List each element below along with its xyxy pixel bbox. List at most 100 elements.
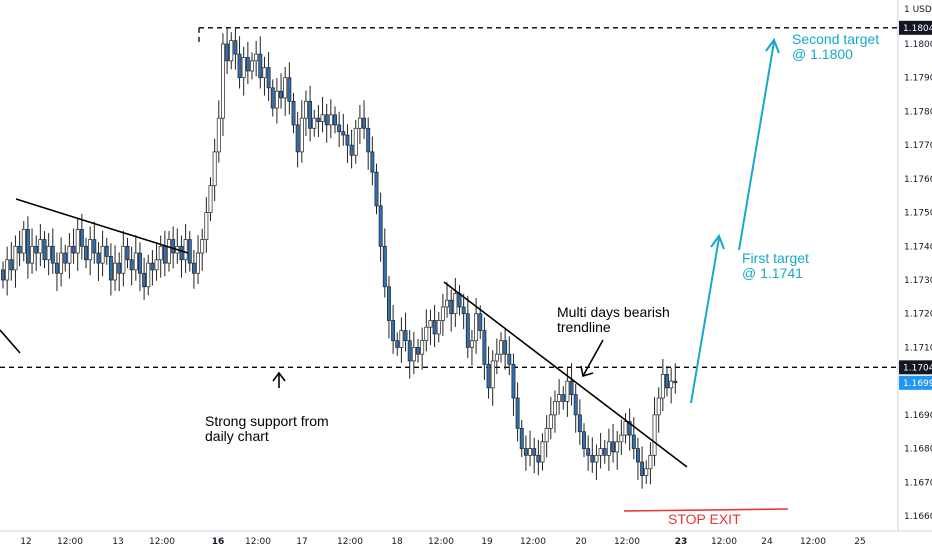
- x-tick-label: 13: [112, 537, 123, 547]
- candle-body: [21, 229, 26, 254]
- candle-body: [129, 259, 134, 271]
- x-tick-label: 12:00: [711, 537, 737, 547]
- candle-body: [171, 239, 176, 254]
- candle-body: [357, 117, 362, 129]
- candle-body: [333, 114, 337, 126]
- candle-body: [142, 272, 147, 288]
- candle-body: [17, 245, 22, 254]
- x-tick-label: 12:00: [57, 537, 83, 547]
- y-tick-label: 1.18000: [904, 40, 932, 50]
- candle-body: [353, 127, 358, 156]
- candle-body: [606, 441, 611, 456]
- candle-body: [387, 286, 391, 321]
- candle-body: [515, 397, 520, 429]
- candle-body: [440, 306, 445, 321]
- candle-body: [528, 448, 533, 456]
- first-target-value: @ 1.1741: [742, 265, 803, 281]
- candle-body: [283, 77, 288, 99]
- price-label-box: [899, 20, 932, 35]
- y-tick-label: 1.16700: [904, 478, 932, 488]
- y-tick-label: 1.16800: [904, 445, 932, 455]
- candle-body: [532, 448, 537, 456]
- candle-body: [544, 427, 549, 443]
- candle-body: [25, 229, 30, 264]
- candle-body: [179, 245, 184, 261]
- x-tick-label: 16: [212, 537, 225, 547]
- candle-body: [669, 380, 674, 389]
- candle-body: [366, 127, 371, 153]
- upper-left-trendline[interactable]: [15, 198, 189, 254]
- candle-body: [519, 427, 524, 449]
- candlestick-series: [1, 27, 678, 489]
- candle-body: [540, 441, 545, 463]
- price-label-box: [899, 360, 932, 375]
- candle-body: [362, 117, 367, 129]
- candle-body: [225, 43, 230, 62]
- candle-body: [13, 245, 18, 271]
- stop-exit-line[interactable]: [623, 508, 789, 512]
- x-tick-label: 12:00: [428, 537, 454, 547]
- y-tick-label: 1.17300: [904, 276, 932, 286]
- candle-body: [449, 299, 454, 315]
- candle-body: [478, 313, 483, 331]
- candle-body: [5, 259, 10, 281]
- candle-body: [158, 245, 163, 261]
- x-axis-ticks: 12 12:00 13 12:00 16 12:00 17 12:00 18 12:00 19 12:…: [20, 537, 865, 547]
- y-tick-label: 1.17900: [904, 74, 932, 84]
- candle-body: [370, 151, 375, 173]
- candle-body: [615, 441, 620, 453]
- candle-body: [536, 454, 541, 463]
- second-target-label: Second target: [792, 31, 879, 47]
- candle-body: [216, 117, 221, 153]
- candle-body: [304, 100, 308, 119]
- candle-body: [270, 87, 275, 109]
- candle-body: [598, 448, 603, 456]
- candle-body: [191, 262, 196, 274]
- candle-body: [320, 114, 325, 122]
- candle-body: [503, 340, 508, 355]
- candle-body: [565, 380, 570, 402]
- candle-body: [428, 320, 433, 328]
- candle-body: [59, 252, 64, 274]
- candle-body: [308, 100, 313, 129]
- y-tick-label: 1.16900: [904, 411, 932, 421]
- candle-body: [30, 245, 35, 264]
- candle-body: [619, 434, 624, 443]
- candle-body: [233, 40, 238, 55]
- candle-body: [635, 448, 640, 463]
- left-edge-trendline[interactable]: [0, 329, 21, 354]
- candle-body: [337, 124, 342, 133]
- y-tick-label: 1.17100: [904, 343, 932, 353]
- candle-body: [382, 245, 387, 288]
- y-tick-label: 1.17500: [904, 209, 932, 219]
- candle-body: [490, 360, 495, 389]
- candle-body: [432, 320, 437, 335]
- candle-body: [287, 77, 292, 102]
- candle-body: [324, 114, 329, 126]
- candle-body: [204, 212, 209, 240]
- candle-body: [640, 461, 645, 476]
- candle-body: [104, 245, 109, 257]
- candle-body: [374, 171, 379, 207]
- y-tick-label: 1.17400: [904, 242, 932, 252]
- x-tick-label: 18: [391, 537, 403, 547]
- x-tick-label: 12:00: [245, 537, 271, 547]
- candle-body: [341, 131, 346, 136]
- first-target-label: First target: [742, 250, 809, 266]
- candle-body: [652, 414, 657, 456]
- candle-body: [399, 330, 404, 348]
- candle-body: [117, 262, 122, 274]
- candle-body: [154, 259, 159, 271]
- candle-body: [250, 60, 254, 72]
- candle-body: [258, 53, 263, 79]
- candle-body: [108, 256, 113, 281]
- candle-body: [187, 239, 192, 264]
- y-axis-ticks: 1.18000 1.17900 1.17800 1.17700 1.17600 1.175…: [904, 40, 932, 522]
- candle-body: [548, 414, 553, 429]
- candle-body: [221, 43, 225, 119]
- bearish-trendline[interactable]: [443, 281, 688, 468]
- candle-body: [424, 326, 429, 342]
- candle-body: [453, 293, 458, 315]
- candle-body: [577, 414, 582, 433]
